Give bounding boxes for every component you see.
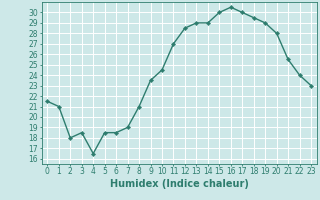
X-axis label: Humidex (Indice chaleur): Humidex (Indice chaleur) (110, 179, 249, 189)
